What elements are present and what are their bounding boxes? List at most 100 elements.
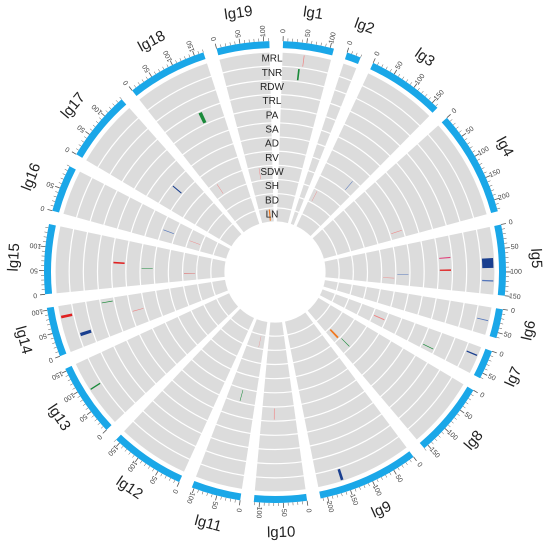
- tick-lg17-100: [100, 112, 105, 117]
- ideogram-lg7[interactable]: [473, 348, 492, 379]
- tick-lg4-110: [477, 158, 481, 161]
- tick-lg4-80: [469, 146, 473, 149]
- ideogram-lg13[interactable]: [65, 365, 112, 430]
- tick-label-lg3-50: 50: [395, 61, 405, 71]
- ideogram-lg9[interactable]: [319, 451, 414, 499]
- marker-lg7-TRL-16[interactable]: [423, 343, 434, 350]
- marker-lg5-MRL-7[interactable]: [481, 257, 494, 269]
- track-band-lg17-RV: [171, 182, 204, 218]
- marker-lg14-TRL-27[interactable]: [101, 300, 113, 304]
- marker-lg16-SH-32[interactable]: [189, 240, 201, 245]
- ideogram-lg11[interactable]: [191, 480, 242, 501]
- marker-lg15-SH-31[interactable]: [184, 272, 196, 274]
- tick-lg18-50: [148, 72, 152, 77]
- ideogram-lg4[interactable]: [441, 117, 498, 214]
- marker-lg4-AD-11[interactable]: [391, 229, 402, 234]
- marker-lg3-SH-6[interactable]: [311, 191, 318, 202]
- ideogram-lg2[interactable]: [344, 52, 361, 64]
- marker-lg18-TRL-2[interactable]: [198, 111, 207, 124]
- marker-lg15-AD-30[interactable]: [141, 268, 153, 269]
- track-band-lg2-BD: [295, 198, 304, 212]
- marker-lg5-RV-13[interactable]: [383, 277, 395, 279]
- marker-lg15-PA-29[interactable]: [113, 261, 125, 264]
- track-band-lg4-LN: [312, 229, 337, 259]
- tick-lg18-10: [133, 85, 137, 88]
- tick-lg12-160: [113, 439, 117, 443]
- track-band-lg11-SA: [221, 398, 255, 419]
- ideogram-lg17[interactable]: [76, 99, 127, 158]
- track-label-SA: SA: [265, 125, 279, 136]
- ideogram-lg10[interactable]: [253, 493, 308, 504]
- ideogram-lg6[interactable]: [489, 308, 503, 339]
- tick-lg3-0: [372, 58, 376, 64]
- tick-lg16-0: [47, 208, 53, 212]
- track-band-lg7-SH: [345, 299, 362, 315]
- marker-lg14-MRL-25[interactable]: [60, 313, 73, 319]
- marker-lg5-TRL-10[interactable]: [439, 269, 451, 271]
- track-band-lg12-RDW: [143, 401, 202, 446]
- track-band-lg15-RV: [154, 247, 171, 284]
- ideogram-lg19[interactable]: [216, 41, 270, 56]
- marker-lg8-SDW-18[interactable]: [341, 338, 350, 347]
- marker-lg6-MRL-14[interactable]: [477, 317, 489, 322]
- track-band-lg17-TNR: [98, 118, 148, 175]
- ideogram-lg5[interactable]: [494, 224, 506, 296]
- ideogram-lg3[interactable]: [370, 62, 438, 113]
- marker-lg7-MRL-15[interactable]: [466, 350, 478, 356]
- marker-lg13-MRL-24[interactable]: [90, 382, 101, 390]
- marker-lg11-BD-23[interactable]: [258, 336, 262, 348]
- marker-lg14-SA-28[interactable]: [132, 308, 144, 312]
- marker-lg19-SDW-35[interactable]: [258, 168, 261, 180]
- track-band-lg13-SA: [140, 328, 177, 374]
- track-band-lg4-MRL: [428, 125, 487, 218]
- marker-lg10-SA-21[interactable]: [273, 408, 275, 420]
- track-band-lg4-RV: [354, 191, 391, 244]
- tick-lg12-10: [173, 480, 176, 483]
- marker-lg17-AD-3[interactable]: [172, 185, 182, 194]
- track-band-lg14-RDW: [86, 299, 110, 342]
- tick-label-lg14-100: 100: [31, 307, 44, 316]
- marker-lg3-RV-5[interactable]: [345, 181, 353, 190]
- tick-label-lg10-0: 0: [304, 508, 311, 513]
- chromosome-label-lg4: lg4: [492, 134, 517, 160]
- ideogram-lg15[interactable]: [44, 224, 56, 295]
- track-band-lg16-TRL: [104, 191, 130, 229]
- ideogram-lg12[interactable]: [116, 434, 183, 483]
- track-band-lg6-LN: [323, 280, 338, 291]
- marker-lg16-RV-4[interactable]: [163, 229, 174, 235]
- tick-lg9-190: [332, 495, 334, 499]
- tick-lg1-50: [306, 38, 308, 44]
- track-label-PA: PA: [266, 110, 279, 121]
- track-band-lg1-AD: [279, 137, 310, 155]
- ideogram-lg14[interactable]: [46, 306, 67, 357]
- ideogram-lg16[interactable]: [52, 166, 76, 213]
- tick-lg12-50: [155, 470, 159, 476]
- tick-label-lg16-50: 50: [46, 179, 56, 188]
- marker-lg7-RV-17[interactable]: [373, 314, 385, 321]
- tick-lg7-60: [480, 377, 484, 380]
- tick-lg8-10: [470, 394, 474, 397]
- track-band-lg1-TNR: [281, 66, 328, 87]
- ideogram-lg1[interactable]: [282, 41, 334, 56]
- ideogram-lg18[interactable]: [132, 52, 206, 96]
- marker-lg19-LN-34[interactable]: [268, 209, 271, 221]
- ideogram-lg8[interactable]: [419, 386, 474, 449]
- marker-lg5-MRL-8[interactable]: [482, 279, 494, 282]
- marker-lg14-TNR-26[interactable]: [79, 329, 92, 337]
- track-band-lg8-SA: [362, 341, 403, 386]
- marker-lg5-AD-12[interactable]: [397, 274, 409, 275]
- track-band-lg11-TRL: [211, 424, 251, 447]
- marker-lg9-MRL-20[interactable]: [337, 468, 344, 481]
- marker-lg1-TNR-1[interactable]: [296, 68, 300, 81]
- tick-label-lg12-150: 150: [106, 443, 119, 456]
- track-band-lg19-MRL: [219, 52, 270, 73]
- marker-lg5-TRL-9[interactable]: [439, 256, 451, 259]
- tick-lg13-110: [72, 387, 76, 390]
- marker-lg8-SH-19[interactable]: [329, 329, 339, 339]
- marker-lg11-AD-22[interactable]: [239, 389, 244, 401]
- track-band-lg13-BD: [204, 299, 228, 326]
- marker-lg18-SDW-33[interactable]: [216, 184, 224, 194]
- tick-lg5-0: [500, 223, 507, 225]
- tick-lg9-50: [393, 469, 397, 475]
- marker-lg1-MRL-0[interactable]: [302, 55, 305, 67]
